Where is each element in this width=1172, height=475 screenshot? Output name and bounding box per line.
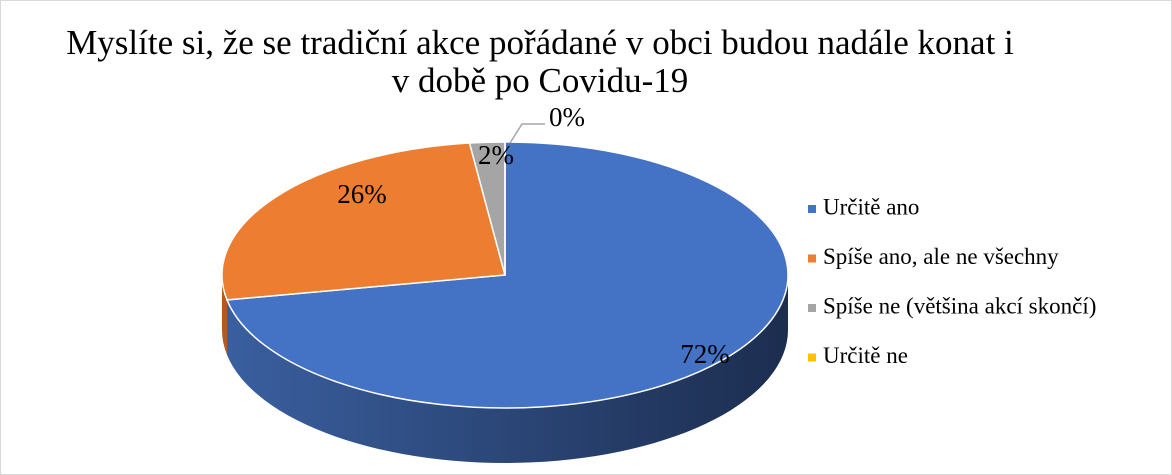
- data-label: 2%: [478, 140, 514, 170]
- leader-line: [509, 123, 545, 144]
- slice-side: [222, 275, 228, 355]
- slice: [221, 142, 506, 301]
- legend-label: Určitě ne: [823, 343, 908, 368]
- legend-swatch: [808, 304, 816, 312]
- legend-swatch: [808, 205, 816, 213]
- legend-swatch: [808, 254, 816, 263]
- data-label: 26%: [337, 179, 387, 209]
- legend-label: Spíše ano, ale ne všechny: [823, 244, 1059, 269]
- legend-label: Spíše ne (většina akcí skončí): [823, 293, 1096, 318]
- slice: [225, 141, 789, 409]
- legend-swatch: [808, 353, 816, 362]
- legend-label: Určitě ano: [823, 194, 919, 219]
- data-label: 0%: [549, 102, 585, 132]
- slice-side: [227, 275, 789, 463]
- data-label: 72%: [680, 339, 730, 369]
- chart-title: Myslíte si, že se tradiční akce pořádané…: [66, 23, 1014, 100]
